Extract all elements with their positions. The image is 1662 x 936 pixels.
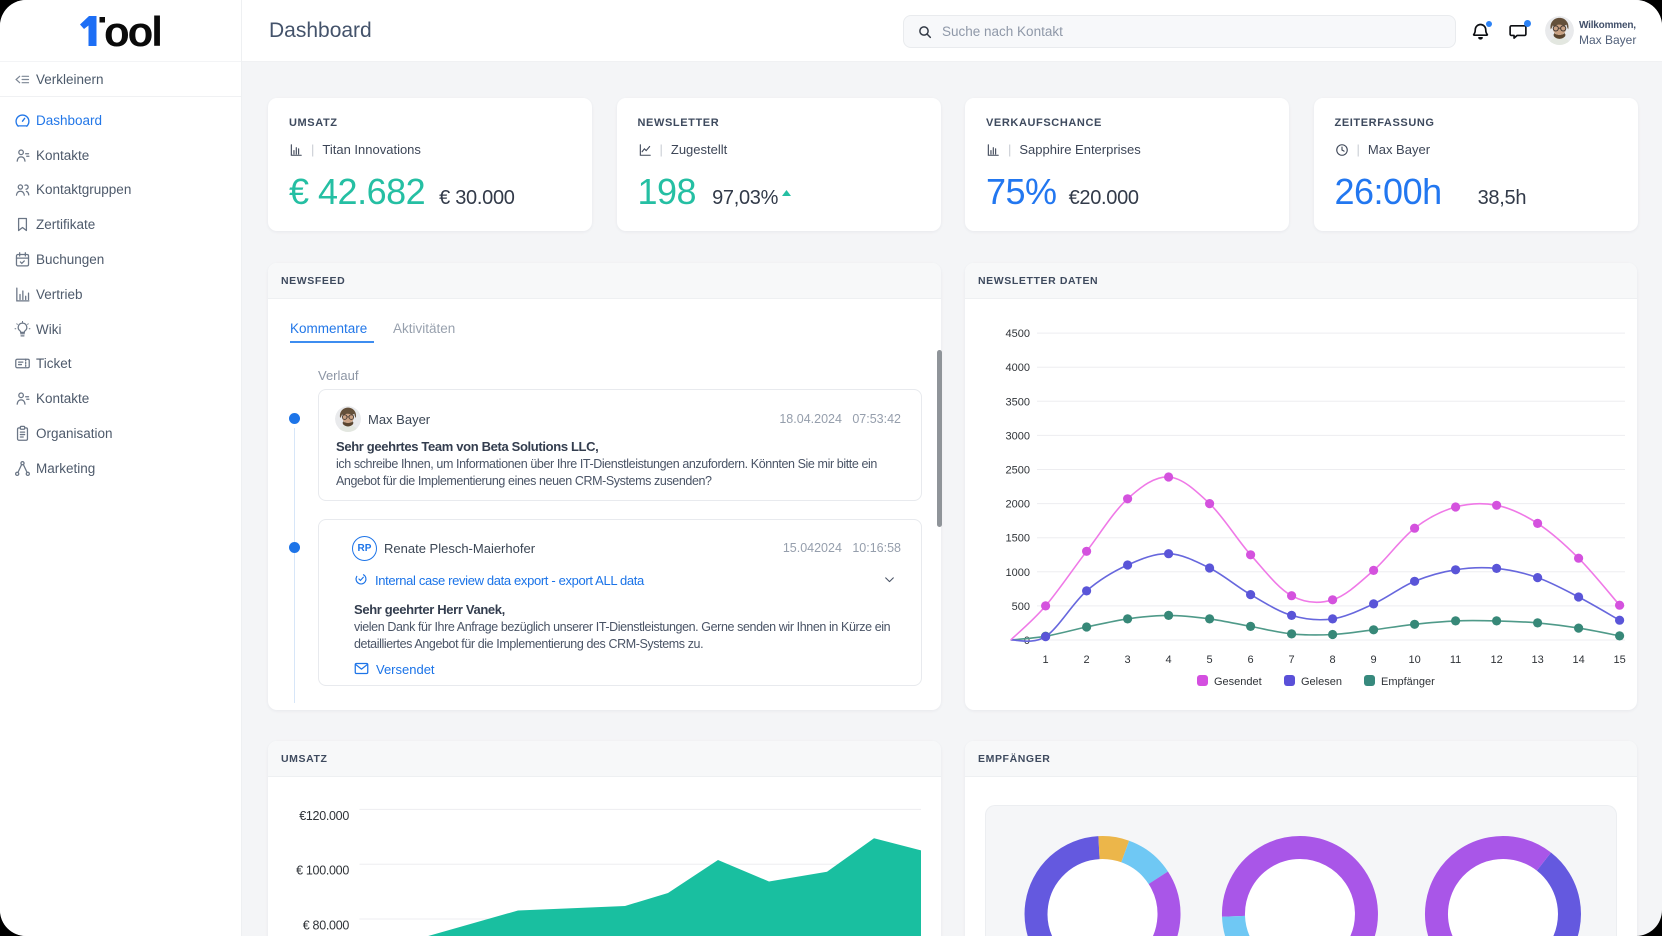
svg-text:1500: 1500 [1006,533,1030,545]
svg-text:10: 10 [1408,654,1420,666]
svg-text:2000: 2000 [1006,499,1030,511]
svg-text:3000: 3000 [1006,430,1030,442]
svg-text:2500: 2500 [1006,465,1030,477]
svg-text:€ 80.000: € 80.000 [303,919,350,933]
svg-text:7: 7 [1289,654,1295,666]
svg-text:1000: 1000 [1006,567,1030,579]
svg-text:500: 500 [1012,601,1030,613]
svg-text:13: 13 [1531,654,1543,666]
svg-text:1: 1 [1043,654,1049,666]
svg-text:€ 100.000: € 100.000 [296,864,349,878]
svg-text:Empfänger: Empfänger [1381,676,1435,688]
svg-text:Gelesen: Gelesen [1301,676,1342,688]
svg-text:2: 2 [1084,654,1090,666]
svg-text:4000: 4000 [1006,362,1030,374]
svg-text:ool: ool [104,8,161,55]
svg-text:3: 3 [1125,654,1131,666]
svg-text:11: 11 [1450,654,1461,666]
svg-text:4: 4 [1166,654,1172,666]
svg-text:8: 8 [1330,654,1336,666]
svg-text:3500: 3500 [1006,396,1030,408]
svg-text:5: 5 [1207,654,1213,666]
svg-text:14: 14 [1572,654,1584,666]
svg-text:Gesendet: Gesendet [1214,676,1262,688]
svg-text:12: 12 [1490,654,1502,666]
svg-text:9: 9 [1371,654,1377,666]
svg-text:4500: 4500 [1006,328,1030,340]
svg-text:15: 15 [1613,654,1625,666]
svg-text:6: 6 [1248,654,1254,666]
svg-text:€120.000: €120.000 [299,809,349,823]
